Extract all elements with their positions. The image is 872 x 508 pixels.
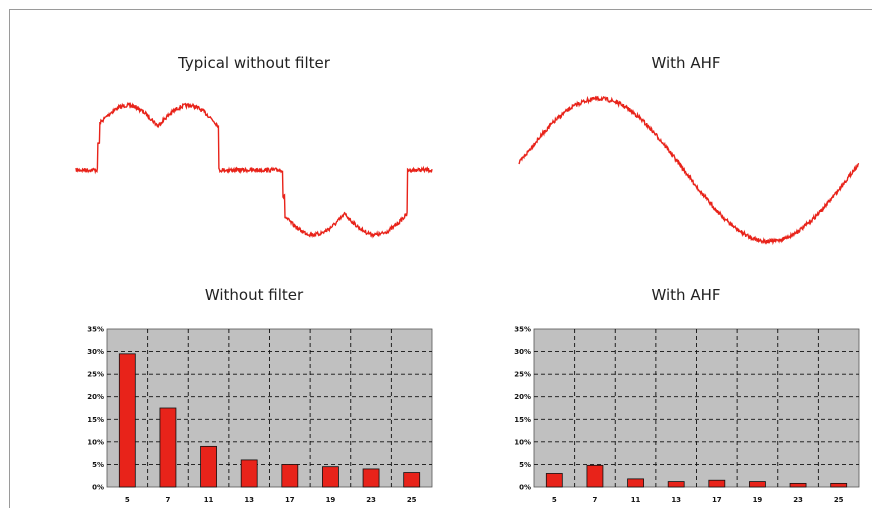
y-tick-label-with-0: 0% bbox=[519, 484, 531, 492]
y-tick-label-without-2: 10% bbox=[87, 438, 104, 446]
y-tick-label-with-4: 20% bbox=[514, 393, 531, 401]
bar-with-11 bbox=[628, 479, 644, 487]
y-tick-label-without-6: 30% bbox=[87, 348, 104, 356]
x-tick-label-without-7: 7 bbox=[166, 496, 171, 504]
bar-without-11 bbox=[201, 446, 217, 487]
wave-with-ahf-trace bbox=[519, 97, 859, 243]
x-tick-label-with-13: 13 bbox=[671, 496, 681, 504]
bar-without-19 bbox=[322, 467, 338, 487]
bar-without-17 bbox=[282, 464, 298, 487]
wave-without-filter-trace bbox=[76, 103, 432, 236]
bar-with-25 bbox=[831, 483, 847, 487]
y-tick-label-without-0: 0% bbox=[92, 484, 104, 492]
y-tick-label-with-7: 35% bbox=[514, 326, 531, 334]
y-tick-label-with-2: 10% bbox=[514, 438, 531, 446]
x-tick-label-with-19: 19 bbox=[753, 496, 763, 504]
x-tick-label-with-7: 7 bbox=[593, 496, 598, 504]
x-tick-label-without-25: 25 bbox=[407, 496, 417, 504]
x-tick-label-with-11: 11 bbox=[631, 496, 641, 504]
y-tick-label-without-7: 35% bbox=[87, 326, 104, 334]
x-tick-label-with-25: 25 bbox=[834, 496, 844, 504]
y-tick-label-without-5: 25% bbox=[87, 371, 104, 379]
x-tick-label-without-13: 13 bbox=[244, 496, 254, 504]
bar-with-19 bbox=[749, 482, 765, 487]
bar-with-17 bbox=[709, 480, 725, 487]
y-tick-label-with-6: 30% bbox=[514, 348, 531, 356]
x-tick-label-without-11: 11 bbox=[204, 496, 214, 504]
x-tick-label-without-5: 5 bbox=[125, 496, 130, 504]
bar-with-7 bbox=[587, 465, 603, 487]
y-tick-label-without-3: 15% bbox=[87, 416, 104, 424]
x-tick-label-with-17: 17 bbox=[712, 496, 722, 504]
x-tick-label-without-19: 19 bbox=[326, 496, 336, 504]
bar-without-23 bbox=[363, 469, 379, 487]
y-tick-label-without-4: 20% bbox=[87, 393, 104, 401]
bar-without-13 bbox=[241, 460, 257, 487]
y-tick-label-with-5: 25% bbox=[514, 371, 531, 379]
bar-with-13 bbox=[668, 482, 684, 487]
bar-without-5 bbox=[119, 354, 135, 487]
bar-with-23 bbox=[790, 483, 806, 487]
bar-with-5 bbox=[546, 473, 562, 487]
bar-without-25 bbox=[404, 473, 420, 487]
y-tick-label-with-1: 5% bbox=[519, 461, 531, 469]
y-tick-label-without-1: 5% bbox=[92, 461, 104, 469]
x-tick-label-without-17: 17 bbox=[285, 496, 295, 504]
x-tick-label-with-5: 5 bbox=[552, 496, 557, 504]
y-tick-label-with-3: 15% bbox=[514, 416, 531, 424]
x-tick-label-with-23: 23 bbox=[793, 496, 803, 504]
bar-without-7 bbox=[160, 408, 176, 487]
x-tick-label-without-23: 23 bbox=[366, 496, 376, 504]
